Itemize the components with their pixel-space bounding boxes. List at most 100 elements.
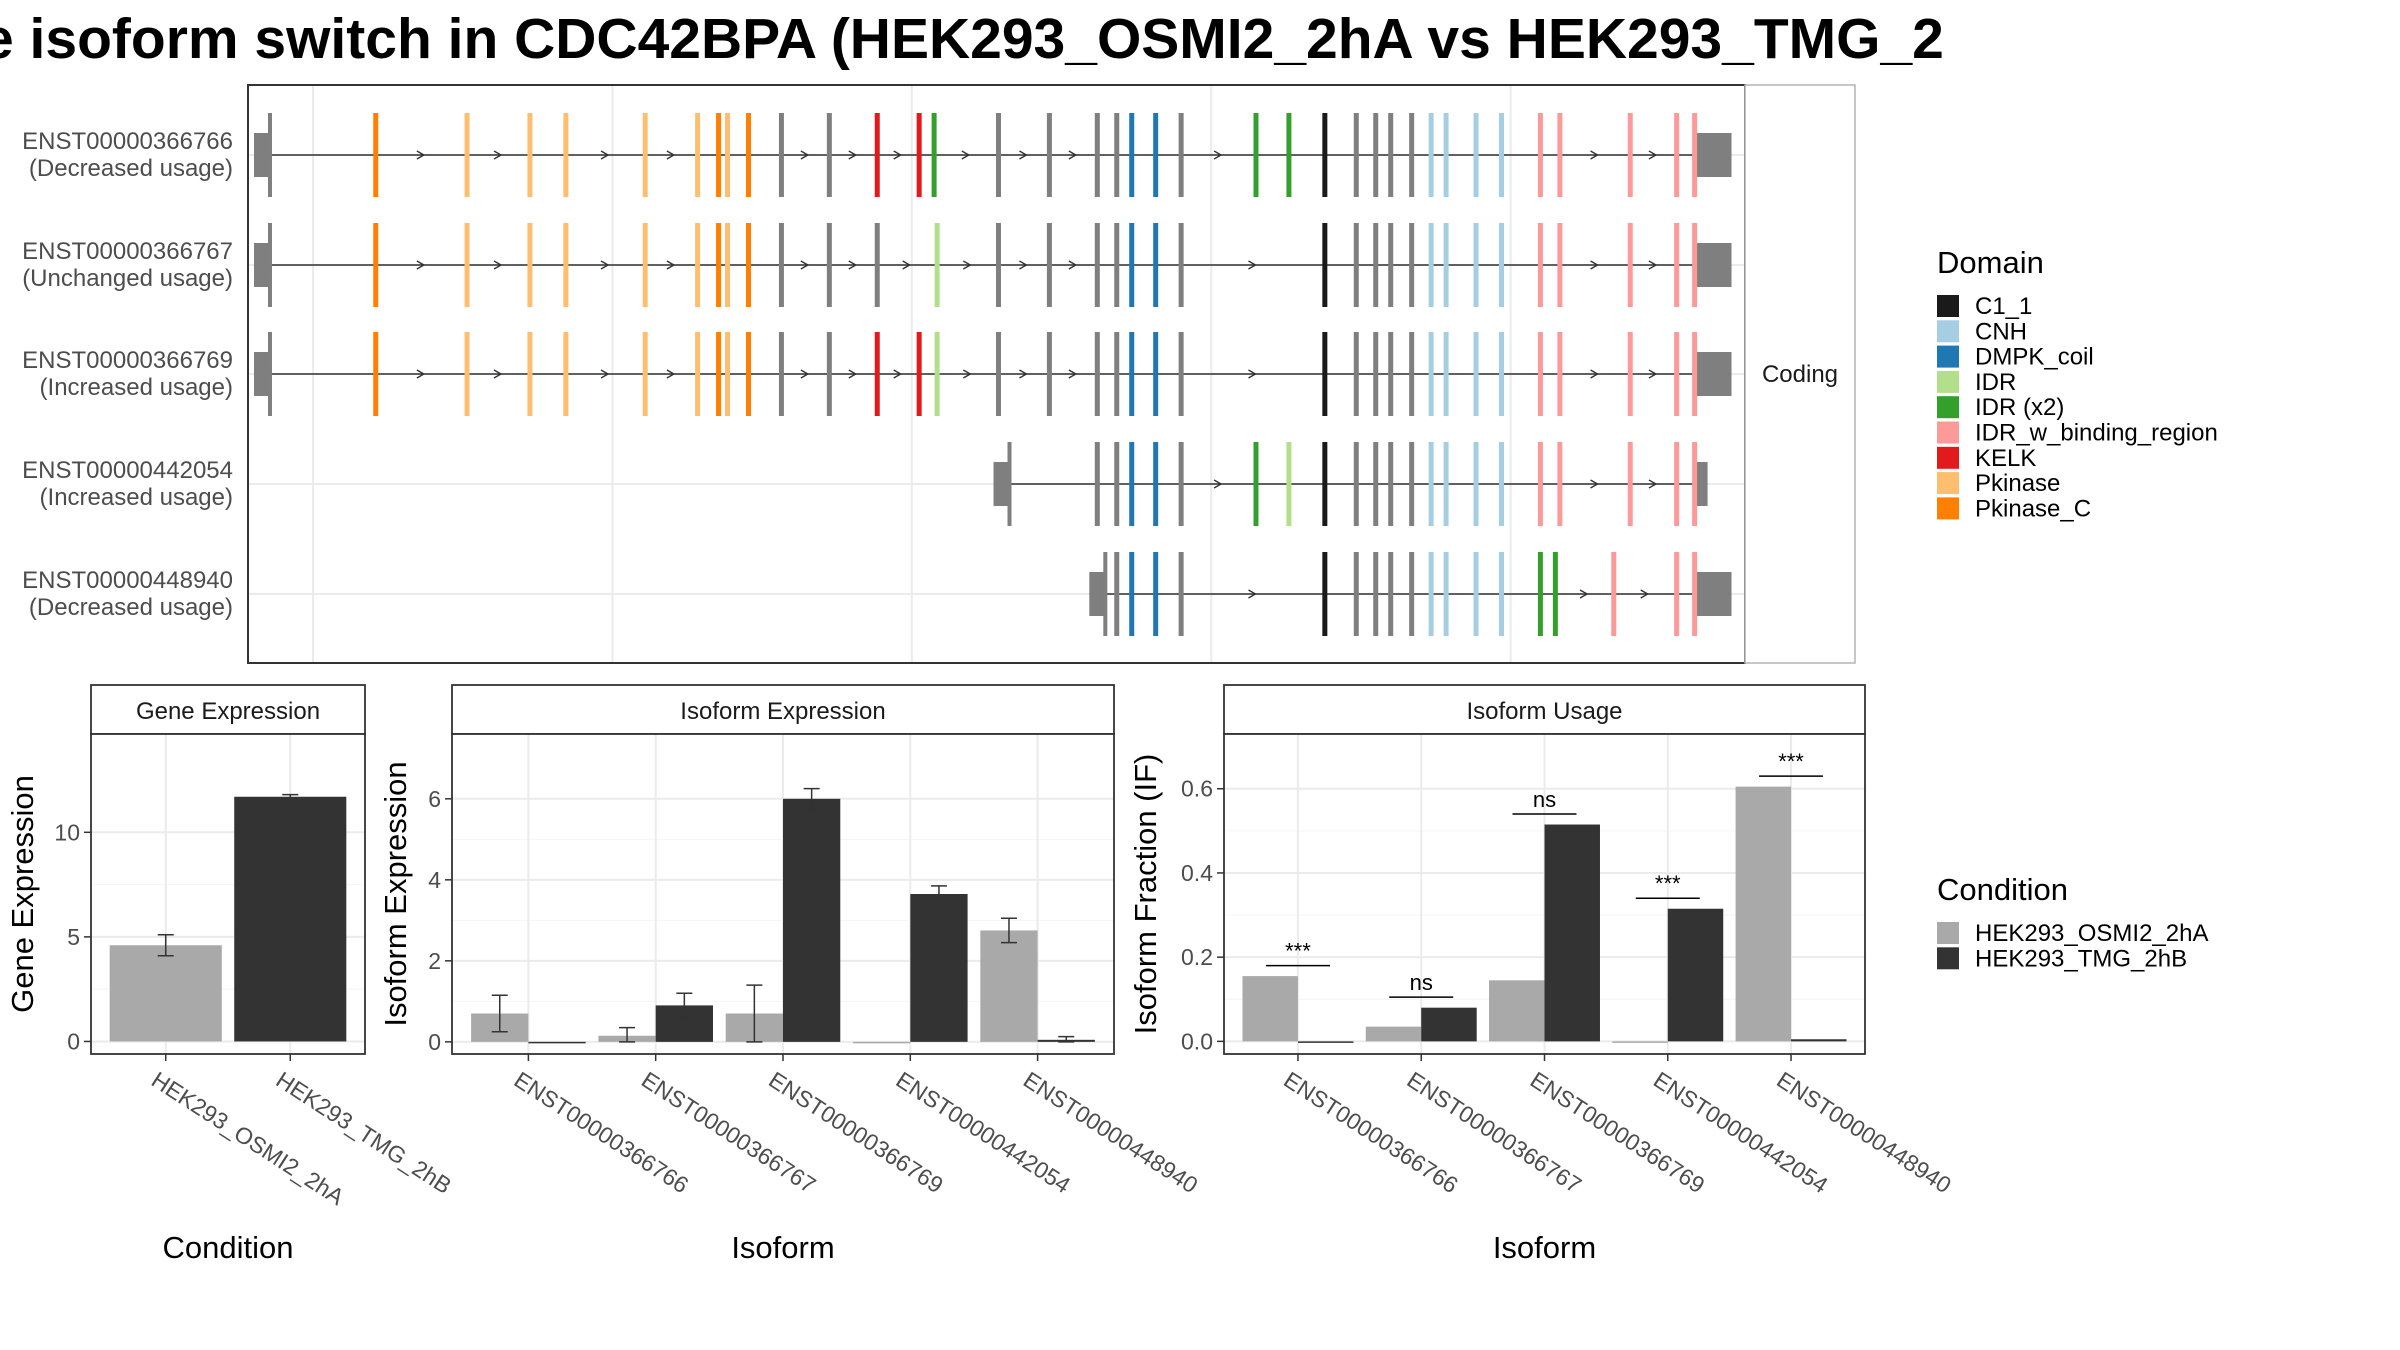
intron-direction-arrow <box>493 150 503 160</box>
intron-direction-arrow <box>1068 260 1078 270</box>
exon-c1-1 <box>1322 442 1328 526</box>
exon-pkinase <box>563 113 569 197</box>
exon-uncoded <box>995 332 1001 416</box>
intron-direction-arrow <box>1590 479 1599 489</box>
exon-pkinase <box>725 332 731 416</box>
exon-pkinase <box>563 223 569 307</box>
exon-c1-1 <box>1322 552 1328 636</box>
exon-idr-x2- <box>1253 113 1259 197</box>
first-exon <box>1103 552 1108 636</box>
exon-pkinase <box>695 332 701 416</box>
panel-strip <box>1223 684 1866 735</box>
exon-pkinase-c <box>716 113 722 197</box>
exon-uncoded <box>778 332 784 416</box>
exon-cnh <box>1428 223 1434 307</box>
intron-direction-arrow <box>493 369 503 379</box>
intron-direction-arrow <box>1590 150 1599 160</box>
first-exon <box>267 332 272 416</box>
legend-swatch <box>1937 421 1959 444</box>
utr-block-end <box>1695 352 1732 396</box>
transcript-id-label: ENST00000366769 <box>22 347 233 374</box>
legend-swatch <box>1937 947 1959 970</box>
exon-idr-w-binding-region <box>1537 113 1543 197</box>
exon-cnh <box>1498 113 1504 197</box>
exon-uncoded <box>1409 332 1415 416</box>
utr-block-end <box>1695 462 1708 506</box>
exon-cnh <box>1428 552 1434 636</box>
intron-direction-arrow <box>1248 369 1257 379</box>
significance-label: *** <box>1778 749 1804 774</box>
structure-facet-strip <box>1744 84 1856 664</box>
exon-cnh <box>1498 552 1504 636</box>
bar-HEK293_OSMI2_2hA <box>109 945 222 1042</box>
exon-pkinase <box>563 332 569 416</box>
exon-cnh <box>1443 223 1449 307</box>
legend-swatch <box>1937 922 1959 944</box>
exon-uncoded <box>1388 223 1394 307</box>
exon-uncoded <box>1409 113 1415 197</box>
exon-uncoded <box>1353 223 1359 307</box>
first-exon <box>267 113 272 197</box>
bar-HEK293_TMG_2hB-ENST00000366769 <box>783 798 841 1042</box>
x-axis-title: Isoform <box>1493 1230 1596 1265</box>
exon-kelk <box>916 332 922 416</box>
transcript-id-label: ENST00000448940 <box>22 567 233 594</box>
bar-HEK293_TMG_2hB-ENST00000366766 <box>528 1041 586 1044</box>
exon-idr-w-binding-region <box>1557 332 1563 416</box>
legend-item-label: HEK293_TMG_2hB <box>1975 945 2187 972</box>
intron-direction-arrow <box>848 260 858 270</box>
exon-cnh <box>1498 332 1504 416</box>
exon-cnh <box>1473 332 1479 416</box>
intron-direction-arrow <box>962 369 972 379</box>
exon-idr-w-binding-region <box>1692 442 1698 526</box>
x-axis-title: Condition <box>163 1230 294 1265</box>
intron-direction-arrow <box>800 369 810 379</box>
intron-direction-arrow <box>1648 479 1658 489</box>
legend-item-label: Pkinase <box>1975 470 2060 497</box>
exon-uncoded <box>1388 442 1394 526</box>
significance-label: ns <box>1533 787 1556 812</box>
exon-uncoded <box>826 332 832 416</box>
intron-direction-arrow <box>416 369 426 379</box>
legend-swatch <box>1937 345 1959 368</box>
panel-border <box>90 733 366 1055</box>
first-exon <box>1007 442 1012 526</box>
exon-pkinase <box>527 113 533 197</box>
exon-cnh <box>1473 552 1479 636</box>
isoform-expression-panel: Isoform Expression0246ENST00000366766ENS… <box>378 684 1203 1265</box>
exon-idr-w-binding-region <box>1537 332 1543 416</box>
exon-uncoded <box>1178 552 1184 636</box>
exon-uncoded <box>1046 332 1052 416</box>
bar-HEK293_TMG_2hB-ENST00000366767 <box>1421 1007 1477 1042</box>
legend-item-label: CNH <box>1975 318 2027 345</box>
exon-dmpk-coil <box>1153 332 1159 416</box>
transcript-id-label: ENST00000366767 <box>22 238 233 265</box>
bar-HEK293_OSMI2_2hA-ENST00000366766 <box>1242 976 1298 1042</box>
exon-idr-x2- <box>1552 552 1558 636</box>
exon-dmpk-coil <box>1129 332 1135 416</box>
exon-kelk <box>916 113 922 197</box>
exon-idr-w-binding-region <box>1537 442 1543 526</box>
bar-HEK293_TMG_2hB-ENST00000448940 <box>1791 1039 1847 1042</box>
exon-pkinase <box>642 332 648 416</box>
exon-idr-w-binding-region <box>1627 442 1633 526</box>
exon-idr-w-binding-region <box>1627 223 1633 307</box>
bar-HEK293_OSMI2_2hA-ENST00000442054 <box>1612 1041 1668 1043</box>
bar-HEK293_OSMI2_2hA-ENST00000366767 <box>1365 1026 1422 1042</box>
legend-item-label: DMPK_coil <box>1975 344 2094 371</box>
exon-cnh <box>1443 442 1449 526</box>
intron-direction-arrow <box>1590 260 1599 270</box>
legend-title: Condition <box>1937 872 2068 907</box>
exon-pkinase-c <box>745 223 751 307</box>
exon-idr-w-binding-region <box>1674 552 1680 636</box>
exon-uncoded <box>1094 332 1100 416</box>
exon-uncoded <box>826 113 832 197</box>
y-tick-label: 0.6 <box>1181 776 1213 802</box>
exon-idr-w-binding-region <box>1537 223 1543 307</box>
transcript-usage-label: (Decreased usage) <box>29 155 233 182</box>
intron-direction-arrow <box>800 150 810 160</box>
isoform-usage-panel: Isoform Usage***nsns******0.00.20.40.6EN… <box>1128 684 1956 1265</box>
exon-dmpk-coil <box>1129 442 1135 526</box>
exon-dmpk-coil <box>1129 113 1135 197</box>
intron-direction-arrow <box>600 150 610 160</box>
